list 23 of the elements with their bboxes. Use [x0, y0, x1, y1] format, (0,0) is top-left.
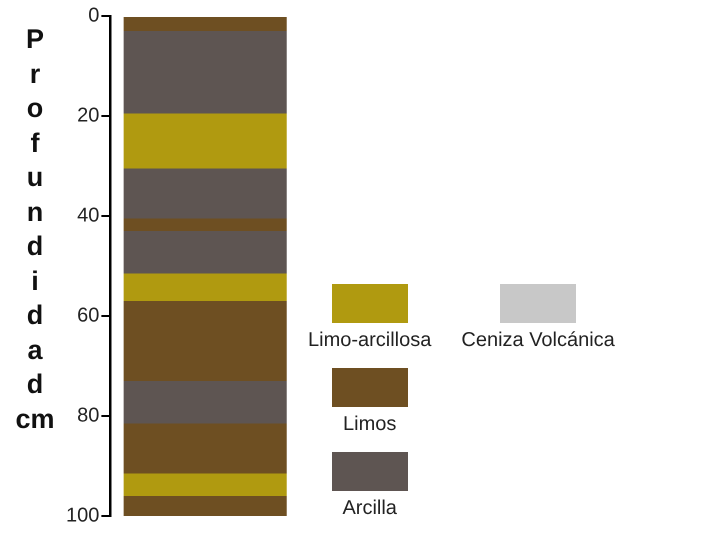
bar [124, 381, 287, 424]
bar [124, 31, 287, 114]
bar [124, 474, 287, 496]
y-tick-label: 60 [77, 304, 100, 327]
legend-label: Arcilla [342, 497, 397, 520]
bar [124, 231, 287, 274]
bar [124, 218, 287, 231]
bar [124, 301, 287, 381]
bar [124, 17, 287, 31]
y-tick-label: 0 [88, 4, 100, 27]
bar [124, 114, 287, 168]
y-tick-label: 80 [77, 404, 100, 427]
legend-label: Limos [343, 413, 396, 436]
y-tick-label: 40 [77, 204, 100, 227]
legend-label: Ceniza Volcánica [461, 329, 615, 352]
bar [124, 496, 287, 516]
bar [124, 274, 287, 301]
y-tick-label: 100 [66, 504, 100, 527]
bar [124, 168, 287, 218]
legend-label: Limo-arcillosa [308, 329, 432, 352]
y-tick-label: 20 [77, 104, 100, 127]
text: Profundidad cm [15, 24, 55, 434]
bar [124, 424, 287, 474]
